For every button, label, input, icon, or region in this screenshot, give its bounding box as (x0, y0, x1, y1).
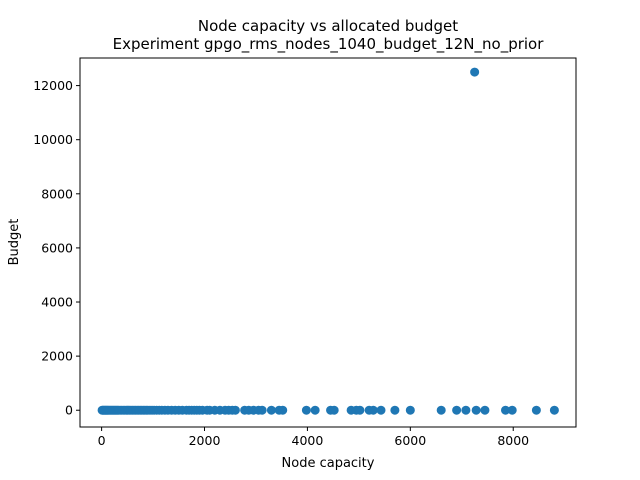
x-tick-label: 0 (98, 433, 106, 448)
x-tick-label: 6000 (394, 433, 426, 448)
y-tick-label: 0 (65, 403, 73, 418)
y-axis-label: Budget (7, 219, 22, 266)
data-point (461, 405, 471, 415)
x-tick-label: 2000 (189, 433, 221, 448)
chart-title: Node capacity vs allocated budget (198, 17, 458, 35)
y-tick-label: 12000 (33, 78, 73, 93)
data-point (405, 405, 415, 415)
data-point (278, 405, 288, 415)
data-point (436, 405, 446, 415)
data-point (355, 405, 365, 415)
data-point (390, 405, 400, 415)
y-axis-ticks: 0 2000 4000 6000 8000 10000 12000 (33, 78, 80, 418)
data-point (501, 405, 511, 415)
y-tick-label: 6000 (41, 240, 73, 255)
chart-subtitle: Experiment gpgo_rms_nodes_1040_budget_12… (113, 35, 545, 54)
data-point (549, 405, 559, 415)
data-point (368, 405, 378, 415)
y-tick-label: 4000 (41, 295, 73, 310)
plot-area (80, 58, 576, 427)
y-tick-label: 10000 (33, 132, 73, 147)
x-tick-label: 8000 (497, 433, 529, 448)
data-point (470, 67, 480, 77)
data-point (480, 405, 490, 415)
data-point (329, 405, 339, 415)
data-point (301, 405, 311, 415)
data-points (97, 67, 559, 415)
data-point (310, 405, 320, 415)
data-point (266, 405, 276, 415)
x-axis-ticks: 0 2000 4000 6000 8000 (98, 427, 529, 448)
x-axis-label: Node capacity (282, 456, 375, 471)
x-tick-label: 4000 (292, 433, 324, 448)
data-point (376, 405, 386, 415)
data-point (230, 405, 240, 415)
data-point (471, 405, 481, 415)
data-point (507, 405, 517, 415)
data-point (257, 405, 267, 415)
y-tick-label: 2000 (41, 349, 73, 364)
plot-frame (79, 57, 577, 428)
y-tick-label: 8000 (41, 186, 73, 201)
data-point (531, 405, 541, 415)
data-point (452, 405, 462, 415)
